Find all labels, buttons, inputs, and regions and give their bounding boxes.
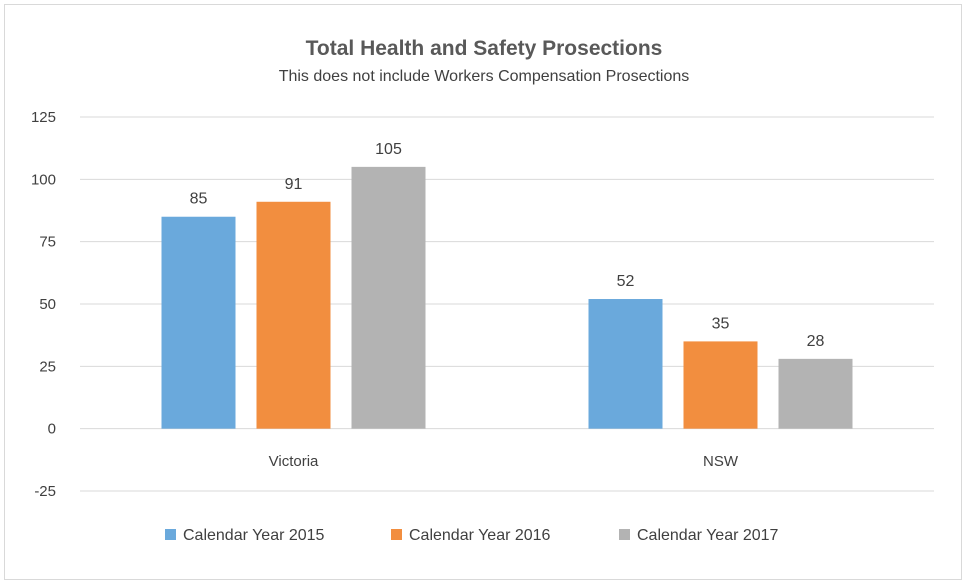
data-label: 91 xyxy=(285,176,303,193)
category-label: Victoria xyxy=(269,453,319,470)
y-tick-label: 75 xyxy=(39,234,56,251)
legend-label: Calendar Year 2015 xyxy=(183,527,325,544)
category-label: NSW xyxy=(703,453,739,470)
legend-label: Calendar Year 2016 xyxy=(409,527,551,544)
bar xyxy=(683,341,758,429)
y-tick-label: 0 xyxy=(48,421,56,438)
legend: Calendar Year 2015 Calendar Year 2016 Cale… xyxy=(165,527,779,544)
bars xyxy=(161,166,853,429)
bar xyxy=(778,358,853,429)
chart-title: Total Health and Safety Prosections xyxy=(306,37,663,60)
data-label: 35 xyxy=(712,315,730,332)
data-label: 105 xyxy=(375,141,402,158)
legend-swatch xyxy=(165,529,176,540)
y-tick-label: 125 xyxy=(31,109,56,126)
y-tick-label: 100 xyxy=(31,171,56,188)
chart-subtitle: This does not include Workers Compensati… xyxy=(279,68,690,85)
y-tick-label: 50 xyxy=(39,296,56,313)
data-label: 85 xyxy=(190,191,208,208)
data-label: 28 xyxy=(807,333,825,350)
bar xyxy=(351,166,426,429)
legend-label: Calendar Year 2017 xyxy=(637,527,779,544)
legend-swatch xyxy=(619,529,630,540)
bar xyxy=(588,299,663,429)
data-label: 52 xyxy=(617,273,635,290)
data-labels: 85 91 105 52 35 28 xyxy=(190,141,825,350)
bar xyxy=(256,201,331,429)
y-axis-ticks: 125 100 75 50 25 0 -25 xyxy=(31,109,56,500)
y-tick-label: 25 xyxy=(39,358,56,375)
legend-swatch xyxy=(391,529,402,540)
bar xyxy=(161,216,236,429)
category-labels: Victoria NSW xyxy=(269,453,739,470)
y-tick-label: -25 xyxy=(34,483,56,500)
